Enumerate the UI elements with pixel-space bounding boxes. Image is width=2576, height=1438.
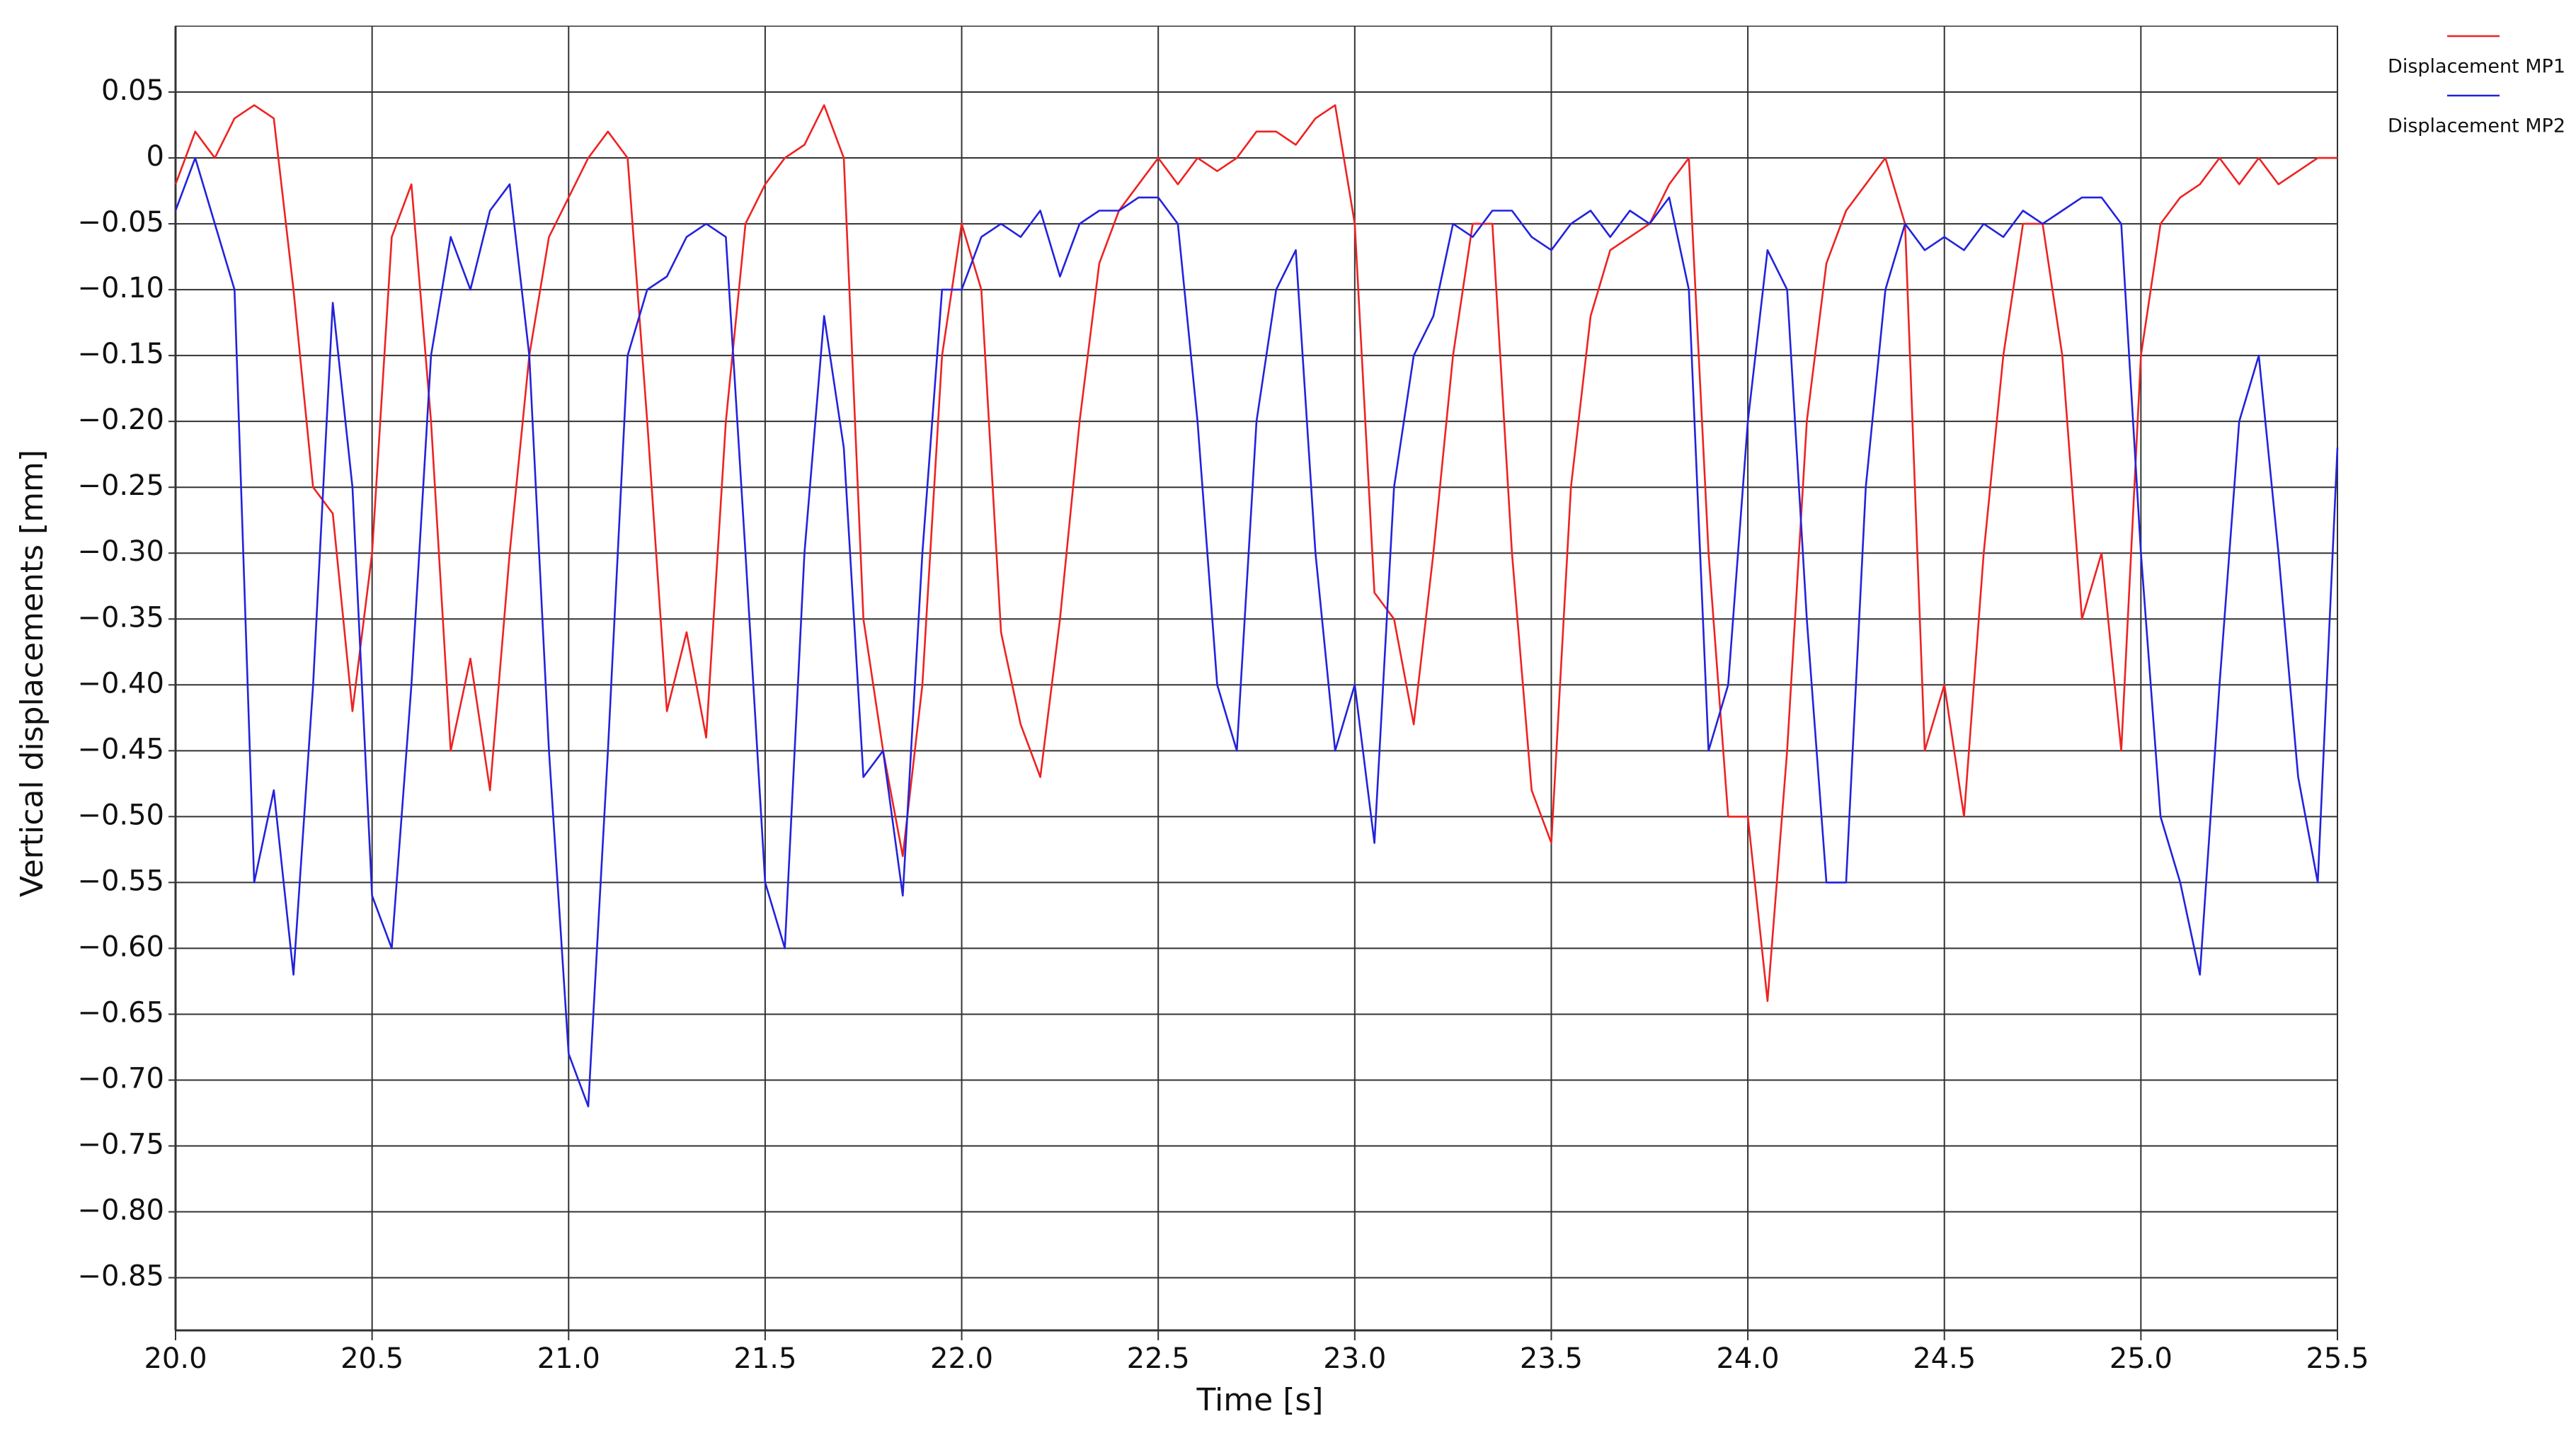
data-line — [174, 104, 2337, 1003]
x-axis-label: Time [s] — [1196, 1382, 1324, 1418]
y-axis-label: Vertical displacements [mm] — [14, 450, 50, 897]
x-tick-label: 20.5 — [340, 1342, 403, 1375]
y-tick-label: 0 — [147, 140, 164, 173]
legend-label: Displacement MP1 — [2388, 56, 2565, 78]
y-tick-label: −0.75 — [77, 1129, 164, 1161]
y-tick-label: −0.70 — [77, 1062, 164, 1095]
x-tick-label: 25.0 — [2110, 1342, 2173, 1375]
y-tick-label: −0.15 — [77, 338, 164, 370]
x-tick-label: 22.5 — [1127, 1342, 1190, 1375]
y-tick-label: −0.25 — [77, 469, 164, 502]
x-tick-label: 23.0 — [1323, 1342, 1386, 1375]
x-tick-label: 24.0 — [1717, 1342, 1780, 1375]
y-tick-label: −0.05 — [77, 206, 164, 239]
y-tick-label: −0.35 — [77, 601, 164, 634]
x-tick-label: 25.5 — [2306, 1342, 2369, 1375]
y-tick-label: −0.55 — [77, 864, 164, 897]
y-tick-label: −0.85 — [77, 1260, 164, 1293]
y-tick-label: −0.65 — [77, 996, 164, 1029]
y-tick-label: −0.30 — [77, 535, 164, 568]
y-tick-label: −0.50 — [77, 799, 164, 831]
y-tick-label: −0.10 — [77, 272, 164, 304]
y-tick-label: −0.60 — [77, 930, 164, 963]
x-tick-label: 21.5 — [733, 1342, 796, 1375]
y-tick-label: −0.45 — [77, 733, 164, 765]
y-tick-label: −0.20 — [77, 404, 164, 436]
y-tick-label: 0.05 — [101, 74, 164, 107]
y-tick-label: −0.80 — [77, 1194, 164, 1227]
x-tick-label: 20.0 — [144, 1342, 207, 1375]
y-tick-label: −0.40 — [77, 667, 164, 700]
legend-label: Displacement MP2 — [2388, 115, 2565, 137]
x-tick-label: 21.0 — [537, 1342, 600, 1375]
x-tick-label: 23.5 — [1520, 1342, 1583, 1375]
x-tick-label: 22.0 — [930, 1342, 993, 1375]
data-line — [174, 156, 2339, 1107]
x-tick-label: 24.5 — [1913, 1342, 1976, 1375]
